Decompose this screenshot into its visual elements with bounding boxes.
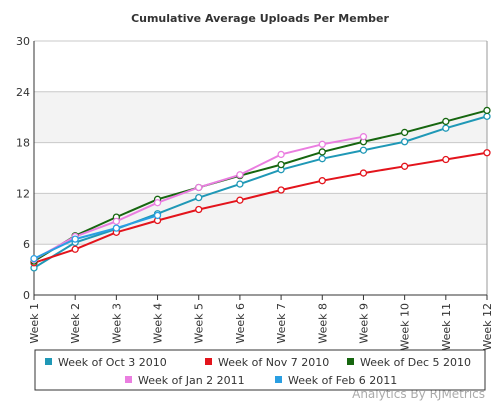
- y-tick-label: 24: [16, 86, 30, 99]
- point: [400, 138, 409, 146]
- point: [277, 150, 285, 159]
- y-tick-label: 0: [23, 289, 30, 302]
- x-tick-label: Week 11: [440, 303, 453, 351]
- point: [236, 196, 244, 204]
- legend-label: Week of Nov 7 2010: [218, 356, 329, 369]
- legend-label: Week of Dec 5 2010: [360, 356, 471, 369]
- x-tick-label: Week 10: [399, 303, 412, 351]
- series-line: [33, 115, 488, 269]
- y-tick-label: 12: [16, 187, 30, 200]
- point: [71, 235, 79, 243]
- point: [442, 117, 450, 126]
- x-tick-label: Week 3: [110, 303, 123, 344]
- point: [400, 128, 409, 137]
- band: [34, 91, 487, 143]
- legend-swatch: [205, 358, 212, 365]
- point: [442, 155, 450, 164]
- legend-label: Week of Jan 2 2011: [138, 374, 245, 387]
- y-tick-label: 18: [16, 137, 30, 150]
- point: [483, 112, 491, 121]
- legend-box: [34, 349, 486, 391]
- y-tick-label: 30: [16, 35, 30, 48]
- point: [195, 193, 203, 202]
- point: [483, 149, 491, 157]
- chart-title: Cumulative Average Uploads Per Member: [131, 12, 389, 25]
- point: [112, 224, 121, 232]
- band: [34, 193, 487, 245]
- point: [359, 169, 368, 177]
- point: [318, 155, 326, 163]
- point: [236, 180, 244, 188]
- legend-swatch: [347, 358, 354, 365]
- x-tick-label: Week 1: [28, 303, 41, 344]
- point: [400, 162, 409, 170]
- x-tick-label: Week 9: [357, 303, 370, 344]
- point: [195, 183, 203, 192]
- point: [359, 146, 368, 154]
- x-tick-label: Week 7: [275, 303, 288, 344]
- point: [236, 171, 244, 179]
- legend-swatch: [45, 358, 52, 365]
- legend-swatch: [275, 376, 282, 383]
- point: [112, 217, 121, 225]
- point: [277, 160, 285, 169]
- point: [483, 106, 491, 115]
- point: [442, 124, 450, 132]
- x-tick-label: Week 8: [316, 303, 329, 344]
- series-line: [33, 109, 488, 262]
- series-line: [33, 151, 488, 264]
- x-tick-label: Week 6: [234, 303, 247, 344]
- legend-swatch: [125, 376, 132, 383]
- point: [30, 254, 38, 263]
- series-line: [33, 214, 158, 260]
- point: [153, 199, 162, 207]
- point: [318, 177, 326, 185]
- point: [277, 186, 285, 194]
- x-tick-label: Week 5: [193, 303, 206, 344]
- x-tick-label: Week 2: [69, 303, 82, 344]
- point: [359, 133, 368, 141]
- point: [71, 245, 79, 253]
- point: [318, 140, 326, 148]
- point: [318, 148, 326, 156]
- legend-label: Week of Oct 3 2010: [58, 356, 167, 369]
- point: [153, 211, 162, 220]
- legend-label: Week of Feb 6 2011: [288, 374, 397, 387]
- y-tick-label: 6: [23, 238, 30, 251]
- x-tick-label: Week 12: [481, 303, 494, 351]
- x-tick-label: Week 4: [152, 303, 165, 344]
- point: [195, 205, 203, 214]
